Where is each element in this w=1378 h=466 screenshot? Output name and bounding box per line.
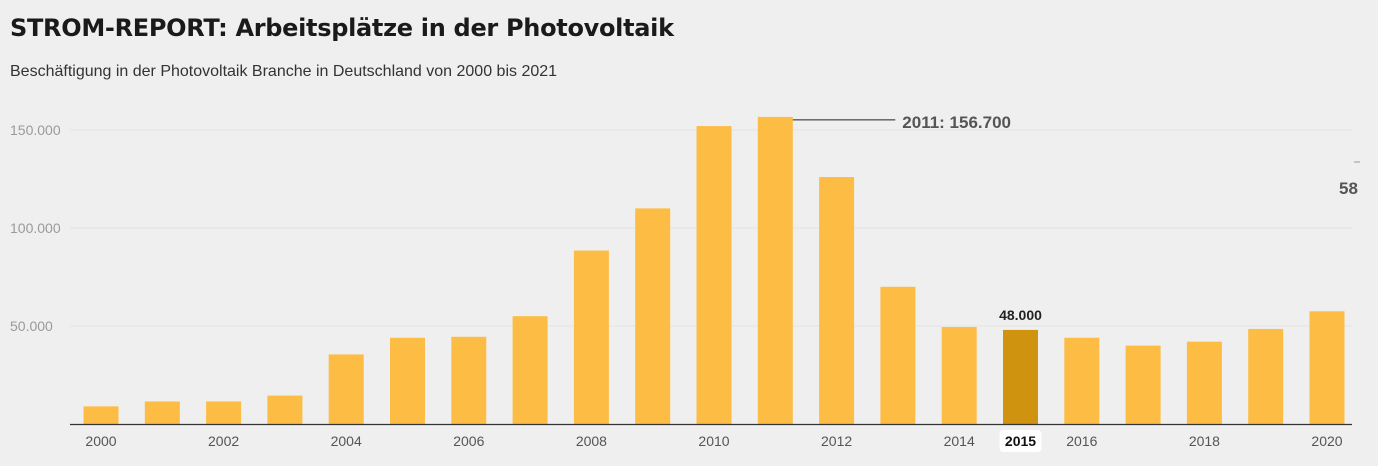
- x-tick-label: 2010: [698, 433, 729, 449]
- bar-2007: [512, 316, 548, 424]
- y-tick-label: 150.000: [10, 122, 61, 138]
- annotation-label-clipped: 58: [1339, 179, 1358, 198]
- annotation-label: 2011: 156.700: [902, 113, 1011, 132]
- x-tick-label: 2002: [208, 433, 239, 449]
- chart-subtitle: Beschäftigung in der Photovoltaik Branch…: [10, 63, 558, 80]
- bar-2006: [451, 336, 487, 424]
- bar-2012: [819, 177, 855, 424]
- bar-2014: [941, 326, 977, 424]
- bar-2001: [144, 401, 180, 424]
- x-tick-label: 2015: [1005, 433, 1036, 449]
- x-tick-label: 2014: [944, 433, 975, 449]
- bar-2008: [573, 250, 609, 424]
- bar-2020: [1309, 311, 1345, 424]
- bar-2009: [635, 208, 671, 424]
- x-tick-label: 2000: [85, 433, 116, 449]
- bar-2003: [267, 395, 303, 424]
- x-tick-label: 2016: [1066, 433, 1097, 449]
- x-tick-label: 2012: [821, 433, 852, 449]
- bar-2004: [328, 354, 364, 424]
- bar-2015: [1003, 329, 1038, 424]
- y-tick-label: 100.000: [10, 220, 61, 236]
- bar-2019: [1248, 328, 1284, 424]
- x-tick-label: 2004: [331, 433, 362, 449]
- bar-2005: [390, 337, 425, 424]
- x-tick-label: 2020: [1311, 433, 1342, 449]
- x-tick-highlight-bg: [999, 430, 1042, 452]
- bar-2002: [206, 401, 242, 424]
- bar-2018: [1186, 341, 1222, 424]
- bar-2017: [1125, 345, 1161, 424]
- bar-2016: [1064, 337, 1100, 424]
- chart-title: STROM-REPORT: Arbeitsplätze in der Photo…: [10, 14, 674, 42]
- x-tick-label: 2008: [576, 433, 607, 449]
- y-tick-label: 50.000: [10, 318, 53, 334]
- data-label: 48.000: [999, 307, 1042, 323]
- x-tick-label: 2018: [1189, 433, 1220, 449]
- bar-2000: [83, 406, 119, 424]
- bar-2010: [696, 126, 732, 424]
- bar-2013: [880, 286, 916, 424]
- x-tick-label: 2006: [453, 433, 484, 449]
- bar-2011: [757, 116, 793, 425]
